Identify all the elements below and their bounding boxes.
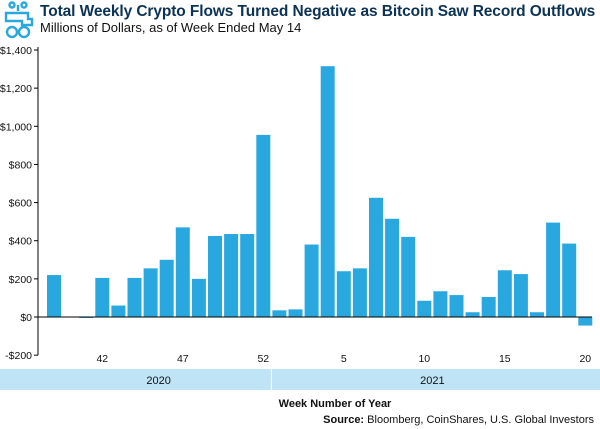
bar-week-43 <box>111 305 126 317</box>
bar-week-16 <box>513 274 528 317</box>
bar-week-12 <box>449 295 464 317</box>
bar-week-42 <box>95 277 110 317</box>
bar-week-51 <box>240 234 255 317</box>
bar-week-39 <box>47 275 61 317</box>
y-tick-label: $400 <box>9 236 33 248</box>
bar-week-48 <box>191 278 206 317</box>
bar-week-14 <box>481 296 496 317</box>
bar-week-5 <box>336 271 351 317</box>
bar-week-20 <box>578 317 593 326</box>
x-tick-label: 52 <box>257 353 269 365</box>
bar-week-11 <box>433 291 448 317</box>
bar-week-46 <box>159 259 174 317</box>
y-tick-label: $1,400 <box>0 45 32 57</box>
y-tick-label: -$200 <box>5 350 32 362</box>
bar-week-3 <box>304 244 319 317</box>
bar-week-15 <box>497 270 512 317</box>
x-tick-label: 5 <box>341 353 347 365</box>
bar-week-45 <box>143 268 158 317</box>
bar-week-44 <box>127 277 142 317</box>
bar-week-9 <box>401 236 416 317</box>
bar-week-19 <box>562 243 577 317</box>
year-label: 2020 <box>146 375 170 387</box>
y-tick-label: $200 <box>9 274 33 286</box>
bar-week-47 <box>175 227 190 317</box>
y-tick-label: $800 <box>9 159 33 171</box>
x-tick-label: 47 <box>177 353 189 365</box>
y-tick-label: $600 <box>9 198 33 210</box>
bar-week-10 <box>417 300 432 317</box>
source-label: Source: <box>323 414 365 426</box>
x-tick-label: 42 <box>96 353 108 365</box>
bar-week-7 <box>369 197 383 317</box>
x-tick-label: 20 <box>579 353 591 365</box>
x-tick-label: 10 <box>418 353 430 365</box>
bar-week-17 <box>530 312 544 317</box>
chart-subtitle: Millions of Dollars, as of Week Ended Ma… <box>40 20 302 35</box>
x-tick-label: 15 <box>499 353 511 365</box>
chart-title: Total Weekly Crypto Flows Turned Negativ… <box>40 3 596 20</box>
bar-week-18 <box>546 222 561 317</box>
y-tick-label: $1,000 <box>0 121 32 133</box>
y-tick-label: $1,200 <box>0 83 32 95</box>
bar-week-4 <box>320 66 335 317</box>
bar-week-13 <box>465 312 480 317</box>
year-label: 2021 <box>420 375 444 387</box>
source-note: Source: Bloomberg, CoinShares, U.S. Glob… <box>323 414 594 426</box>
bar-week-1 <box>272 310 287 317</box>
bar-week-52 <box>256 134 271 317</box>
source-text: Bloomberg, CoinShares, U.S. Global Inves… <box>364 414 594 426</box>
bar-week-50 <box>224 234 239 317</box>
x-axis-title: Week Number of Year <box>278 398 392 410</box>
bar-week-49 <box>208 235 222 317</box>
year-band <box>0 369 600 390</box>
bar-week-6 <box>352 268 367 317</box>
y-tick-label: $0 <box>20 312 32 324</box>
bar-week-2 <box>288 309 303 317</box>
bar-week-8 <box>385 218 400 317</box>
faucet-with-coins-icon <box>4 1 34 39</box>
